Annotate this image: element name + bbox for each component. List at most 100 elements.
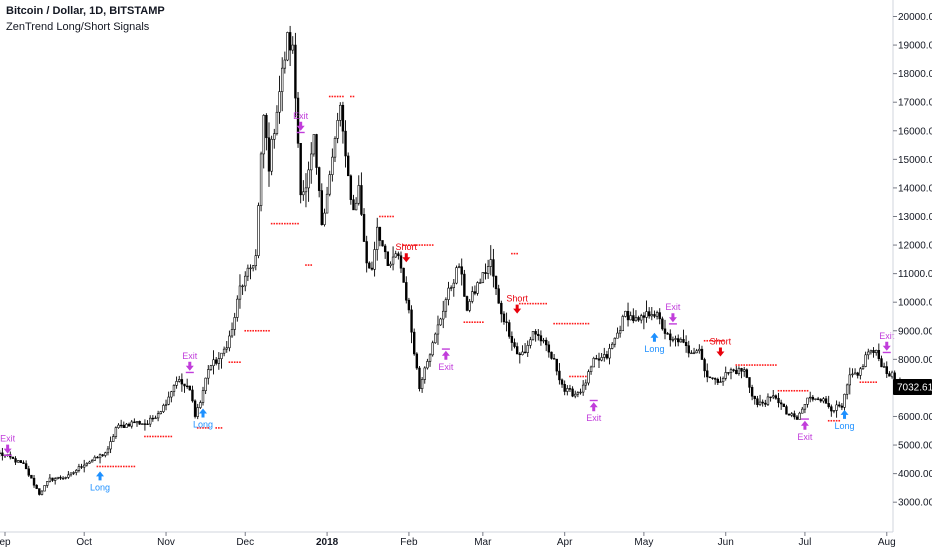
candle-body xyxy=(241,285,244,288)
exit-arrow-icon xyxy=(882,341,891,351)
price-tick-label: 19000.00 xyxy=(898,41,932,52)
last-price-tag: 7032.61 xyxy=(893,378,932,395)
signal-exit[interactable]: Exit xyxy=(665,302,681,325)
stop-dot xyxy=(120,465,122,468)
stop-dot xyxy=(152,435,154,438)
signal-long[interactable]: Long xyxy=(644,332,664,354)
signal-exit[interactable]: Exit xyxy=(0,434,16,457)
candle-body xyxy=(494,275,498,290)
price-tick-label: 6000.00 xyxy=(898,412,932,423)
candle-body xyxy=(133,421,136,424)
candle-body xyxy=(125,423,128,428)
candle-body xyxy=(737,368,741,374)
candle-body xyxy=(109,441,112,450)
candle-body xyxy=(246,267,250,277)
candle-body xyxy=(67,474,70,478)
candle-body xyxy=(19,460,23,464)
stop-dot xyxy=(479,321,481,323)
time-axis[interactable]: ep Oct Nov Dec 2018 Feb Mar Apr May Jun Jul Aug xyxy=(0,532,896,548)
signal-exit[interactable]: Exit xyxy=(438,348,454,372)
signal-exit[interactable]: Exit xyxy=(797,418,813,442)
signal-short[interactable]: Short xyxy=(506,294,528,314)
candle-body xyxy=(336,120,339,139)
signal-exit[interactable]: Exit xyxy=(879,331,895,354)
candle-body xyxy=(175,381,178,386)
signal-long[interactable]: Long xyxy=(835,409,855,431)
candle-body xyxy=(106,448,110,454)
candle-body xyxy=(381,240,384,247)
candle-body xyxy=(779,402,783,405)
candle-body xyxy=(24,463,28,470)
price-tick-label: 11000.00 xyxy=(898,269,932,280)
signals-layer: Exit Long Exit Long Exit Short Exit Short Exit Lo… xyxy=(0,111,895,493)
candle-body xyxy=(323,212,326,225)
signal-long[interactable]: Long xyxy=(193,408,213,429)
candle-body xyxy=(191,389,194,402)
signal-exit[interactable]: Exit xyxy=(293,111,309,134)
signal-exit[interactable]: Exit xyxy=(586,399,602,423)
stop-dot xyxy=(252,329,254,332)
stop-dot xyxy=(342,95,344,98)
candle-body xyxy=(832,410,836,412)
signal-short[interactable]: Short xyxy=(710,336,732,357)
candle-body xyxy=(587,371,590,384)
exit-arrow-icon xyxy=(3,444,12,454)
candle-body xyxy=(465,296,469,311)
candle-body xyxy=(476,282,479,294)
stop-dot xyxy=(233,361,236,363)
candle-body xyxy=(471,291,474,302)
candle-body xyxy=(346,155,350,177)
candle-body xyxy=(819,399,822,402)
stop-dot xyxy=(542,302,545,305)
signal-label: Exit xyxy=(182,351,198,361)
candle-body xyxy=(14,458,17,463)
candle-body xyxy=(610,343,614,349)
candle-body xyxy=(222,348,226,354)
signal-label: Short xyxy=(506,294,528,304)
stop-dot xyxy=(236,361,239,363)
stop-dot xyxy=(785,389,788,392)
stop-dot xyxy=(405,244,408,246)
candle-body xyxy=(761,401,764,404)
stop-dot xyxy=(540,302,542,305)
candle-body xyxy=(233,317,236,330)
candle-body xyxy=(840,405,844,408)
candle-body xyxy=(708,376,712,379)
stop-dot xyxy=(582,375,584,378)
stop-dot xyxy=(830,419,833,422)
price-axis[interactable]: 3000.004000.005000.006000.007000.008000.… xyxy=(893,12,932,509)
candle-body xyxy=(811,396,815,400)
signal-short[interactable]: Short xyxy=(396,242,418,263)
candle-body xyxy=(629,315,632,321)
time-tick-label: Aug xyxy=(878,537,896,548)
short-arrow-icon xyxy=(402,253,411,263)
candle-body xyxy=(394,253,397,258)
candle-body xyxy=(856,372,859,376)
candle-body xyxy=(674,338,677,340)
signal-exit[interactable]: Exit xyxy=(182,351,198,374)
stop-dot xyxy=(289,222,291,225)
stop-dot xyxy=(524,302,526,305)
signal-long[interactable]: Long xyxy=(90,471,110,492)
candle-body xyxy=(481,272,485,283)
time-tick-label: ep xyxy=(0,537,11,548)
candle-body xyxy=(806,397,809,405)
candle-body xyxy=(352,199,355,211)
stop-dot xyxy=(207,427,210,429)
candle-body xyxy=(695,350,698,354)
candle-body xyxy=(515,346,519,355)
candle-body xyxy=(368,262,371,269)
candle-body xyxy=(278,91,281,113)
price-tick-label: 15000.00 xyxy=(898,155,932,166)
candle-body xyxy=(640,315,643,321)
candle-body xyxy=(238,285,242,300)
candle-body xyxy=(534,331,537,335)
candle-body xyxy=(365,241,368,264)
candle-body xyxy=(391,256,395,265)
candle-body xyxy=(500,302,503,315)
time-tick-label: Nov xyxy=(157,537,175,548)
candle-body xyxy=(803,404,807,410)
stop-dot xyxy=(806,389,809,392)
candle-body xyxy=(296,97,300,144)
